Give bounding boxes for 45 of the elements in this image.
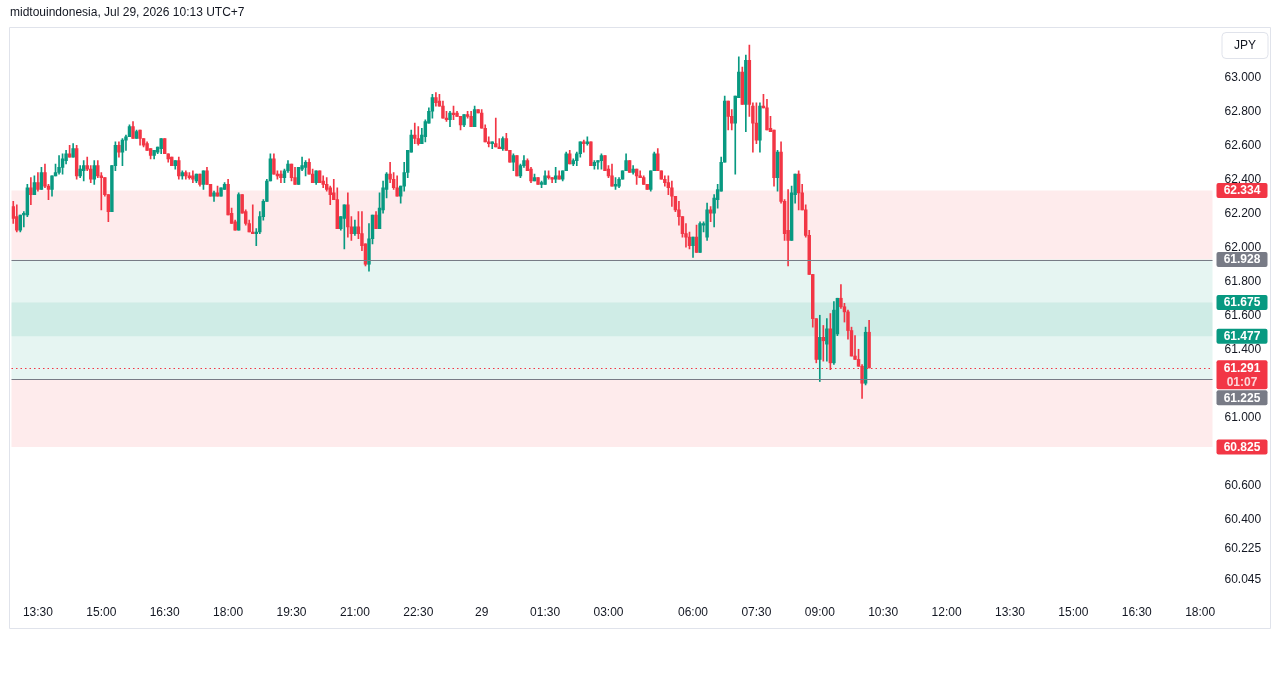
x-tick-label: 13:30	[994, 605, 1026, 620]
x-tick-label: 01:30	[530, 605, 561, 620]
y-tick-label: 62.800	[1224, 103, 1262, 118]
band-label: 61.477	[1223, 328, 1261, 343]
band-label: 61.675	[1223, 295, 1261, 310]
y-axis-title: JPY	[1233, 38, 1257, 53]
ref-line-label: 61.928	[1223, 252, 1261, 267]
y-tick-label: 61.000	[1224, 409, 1262, 424]
x-tick-label: 13:30	[22, 605, 54, 620]
ref-line-label: 61.225	[1223, 390, 1261, 405]
x-tick-label: 18:00	[213, 605, 244, 620]
y-tick-label: 60.600	[1224, 477, 1262, 492]
band-label: 62.334	[1223, 183, 1261, 198]
y-tick-label: 62.000	[1224, 239, 1262, 254]
ref-line-label: 61.291 01:07	[1223, 360, 1261, 389]
text: midtouindonesia, Jul 29, 2026 10:13 UTC+7	[10, 4, 245, 20]
x-tick-label: 15:00	[86, 605, 117, 620]
y-tick-label: 60.045	[1224, 571, 1262, 586]
y-tick-label: 61.600	[1224, 307, 1262, 322]
x-tick-label: 15:00	[1058, 605, 1089, 620]
y-tick-label: 62.200	[1224, 205, 1262, 220]
y-tick-label: 61.800	[1224, 273, 1262, 288]
x-tick-label: 16:30	[1121, 605, 1153, 620]
x-tick-label: 16:30	[149, 605, 181, 620]
x-tick-label: 21:00	[339, 605, 371, 620]
candlestick	[786, 189, 790, 267]
x-tick-label: 06:00	[677, 605, 709, 620]
x-tick-label: 10:30	[868, 605, 899, 620]
candlestick	[494, 117, 498, 148]
candlestick	[582, 139, 586, 153]
y-tick-label: 63.000	[1224, 69, 1262, 84]
x-tick-label: 18:00	[1185, 605, 1216, 620]
x-tick-label: 19:30	[276, 605, 307, 620]
x-tick-label: 03:00	[593, 605, 624, 620]
x-tick-label: 07:30	[741, 605, 772, 620]
y-tick-label: 62.400	[1224, 171, 1262, 186]
y-tick-label: 61.400	[1224, 341, 1262, 356]
x-tick-label: 22:30	[403, 605, 434, 620]
y-tick-label: 60.400	[1224, 511, 1262, 526]
y-tick-label: 60.225	[1224, 541, 1262, 556]
x-tick-label: 12:00	[931, 605, 962, 620]
band-label: 60.825	[1223, 439, 1261, 454]
x-tick-label: 09:00	[804, 605, 836, 620]
y-tick-label: 62.600	[1224, 137, 1262, 152]
x-tick-label: 29	[475, 605, 489, 620]
